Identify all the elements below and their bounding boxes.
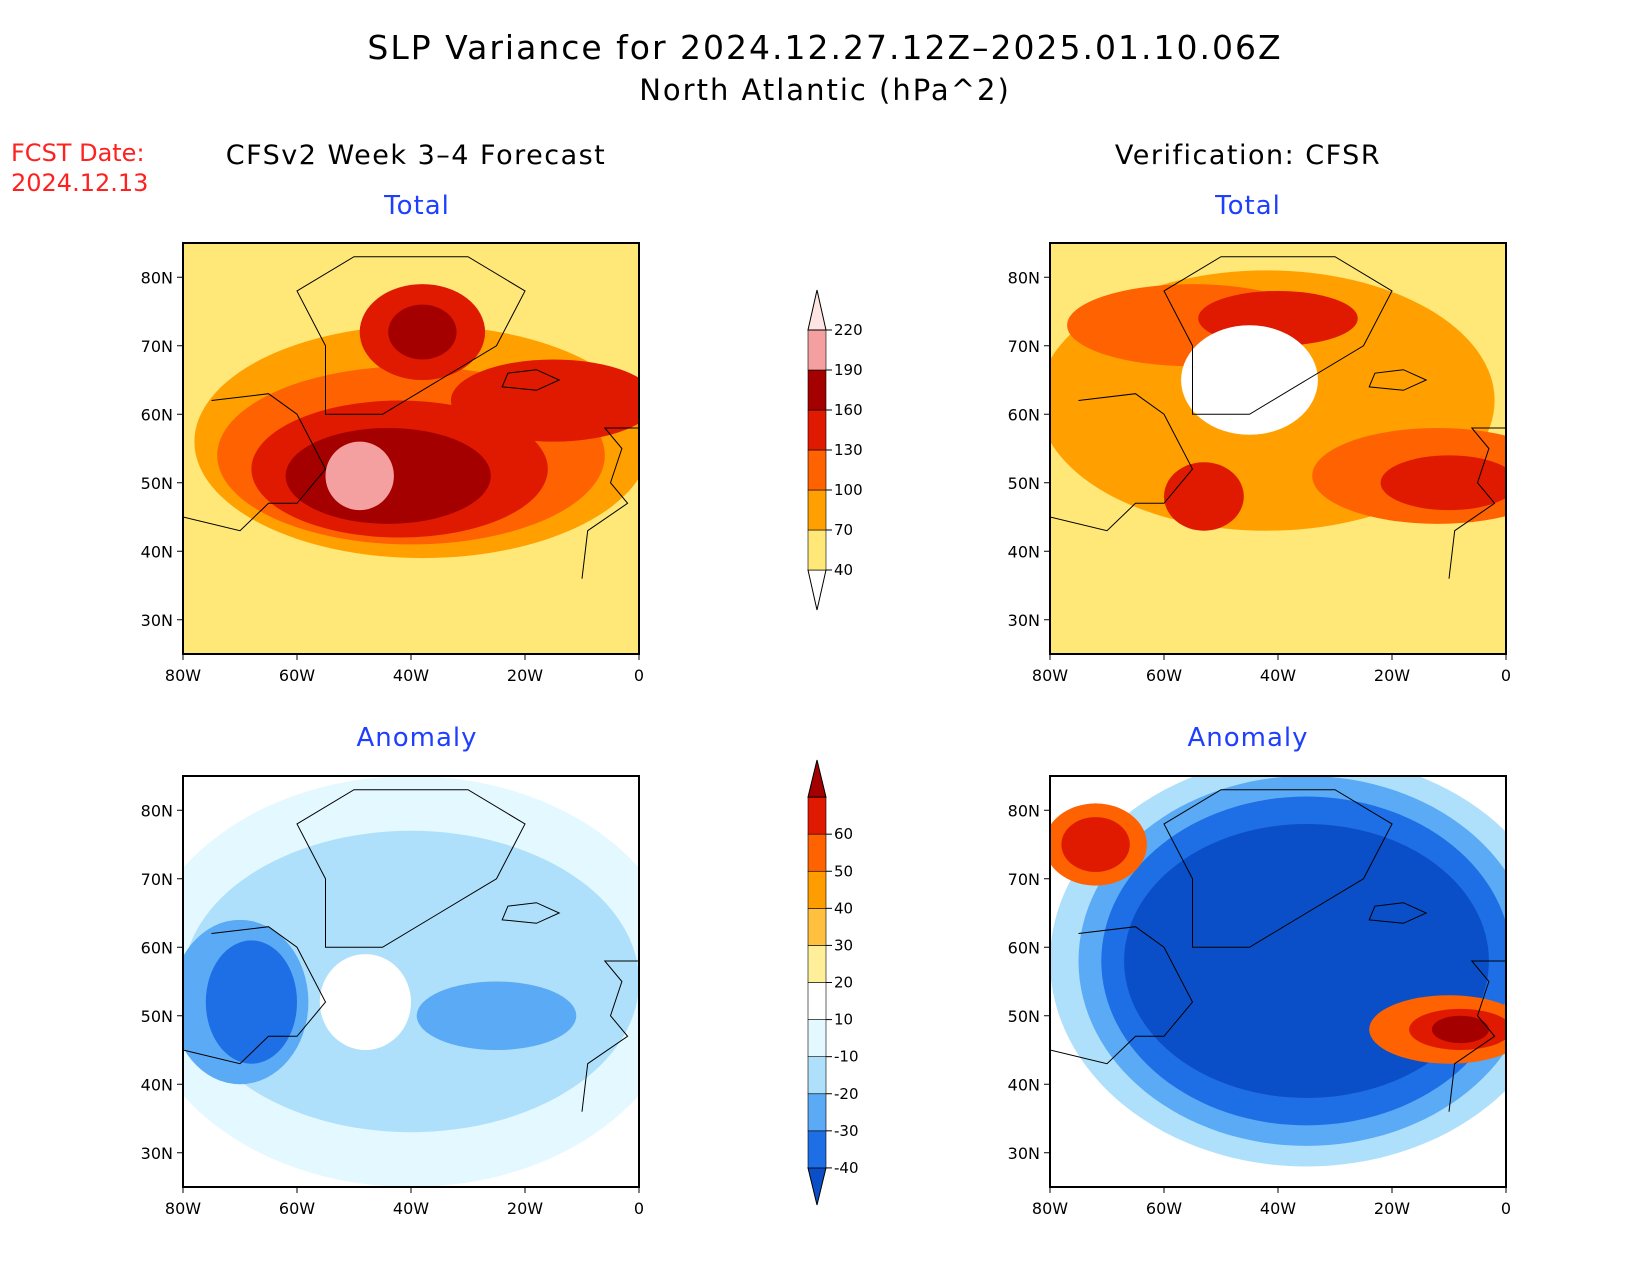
x-tick-label: 0	[634, 666, 644, 685]
fcst-date-value: 2024.12.13	[11, 169, 149, 197]
x-tick-label: 80W	[165, 666, 201, 685]
europe-coastline	[1448, 960, 1506, 1112]
y-tick-label: 80N	[1008, 268, 1040, 287]
map-panel-verification-anomaly: 80W 60W 40W 20W 0 30N 40N 50N 60N 70N 80N	[1008, 775, 1511, 1218]
y-tick-label: 70N	[141, 337, 173, 356]
field-contour	[1061, 817, 1130, 872]
panel-title-forecast-anomaly: Anomaly	[356, 723, 478, 753]
x-tick-label: 60W	[279, 1199, 315, 1218]
y-tick-label: 40N	[141, 1075, 173, 1094]
iceland-outline	[1368, 369, 1428, 391]
x-tick-label: 40W	[393, 666, 429, 685]
x-tick-label: 0	[1501, 666, 1511, 685]
x-tick-label: 40W	[1260, 666, 1296, 685]
field-contour	[183, 830, 639, 1133]
europe-coastline	[581, 960, 639, 1112]
y-tick-label: 50N	[141, 474, 173, 493]
field-contour	[325, 441, 394, 511]
x-tick-label: 0	[1501, 1199, 1511, 1218]
x-tick-label: 20W	[507, 1199, 543, 1218]
y-tick-label: 30N	[1008, 611, 1040, 630]
x-tick-label: 60W	[1146, 1199, 1182, 1218]
field-contour	[1181, 325, 1318, 435]
iceland-outline	[501, 902, 561, 924]
x-tick-label: 60W	[279, 666, 315, 685]
x-tick-label: 20W	[1374, 1199, 1410, 1218]
map-panel-forecast-anomaly: 80W 60W 40W 20W 0 30N 40N 50N 60N 70N 80N	[141, 775, 644, 1218]
field-contour	[205, 940, 297, 1064]
fcst-date: FCST Date: 2024.12.13	[11, 138, 148, 198]
x-tick-label: 40W	[1260, 1199, 1296, 1218]
panel-title-verification-anomaly: Anomaly	[1187, 723, 1309, 753]
x-tick-label: 20W	[507, 666, 543, 685]
field-contour	[388, 304, 457, 360]
y-tick-label: 80N	[1008, 801, 1040, 820]
y-tick-label: 30N	[141, 611, 173, 630]
x-tick-label: 80W	[1032, 666, 1068, 685]
greenland-outline	[296, 789, 526, 948]
y-tick-label: 40N	[141, 542, 173, 561]
europe-coastline	[1448, 427, 1506, 579]
coastline	[183, 393, 327, 532]
y-tick-label: 50N	[1008, 1007, 1040, 1026]
panel-title-forecast-total: Total	[384, 191, 450, 221]
field-contour	[1380, 455, 1506, 511]
x-tick-label: 0	[634, 1199, 644, 1218]
x-tick-label: 60W	[1146, 666, 1182, 685]
iceland-outline	[501, 369, 561, 391]
iceland-outline	[1368, 902, 1428, 924]
coastline	[1050, 926, 1194, 1065]
y-tick-label: 60N	[1008, 405, 1040, 424]
y-tick-label: 60N	[141, 938, 173, 957]
y-tick-label: 40N	[1008, 542, 1040, 561]
verification-column-title: Verification: CFSR	[1114, 140, 1382, 171]
y-tick-label: 30N	[1008, 1144, 1040, 1163]
greenland-outline	[296, 256, 526, 415]
map-panel-verification-total: 80W 60W 40W 20W 0 30N 40N 50N 60N 70N 80N	[1008, 242, 1511, 685]
fcst-date-label: FCST Date:	[11, 139, 145, 167]
coastline	[183, 926, 327, 1065]
y-tick-label: 40N	[1008, 1075, 1040, 1094]
x-tick-label: 40W	[393, 1199, 429, 1218]
greenland-outline	[1163, 256, 1393, 415]
forecast-column-title: CFSv2 Week 3–4 Forecast	[225, 140, 607, 171]
y-tick-label: 80N	[141, 268, 173, 287]
field-contour	[1431, 1015, 1489, 1044]
y-tick-label: 30N	[141, 1144, 173, 1163]
greenland-outline	[1163, 789, 1393, 948]
y-tick-label: 50N	[1008, 474, 1040, 493]
coastline	[1050, 393, 1194, 532]
y-tick-label: 70N	[141, 870, 173, 889]
x-tick-label: 20W	[1374, 666, 1410, 685]
y-tick-label: 50N	[141, 1007, 173, 1026]
main-title: SLP Variance for 2024.12.27.12Z–2025.01.…	[367, 28, 1283, 67]
europe-coastline	[581, 427, 639, 579]
field-contour	[1164, 462, 1244, 531]
field-contour	[319, 954, 411, 1050]
y-tick-label: 60N	[141, 405, 173, 424]
y-tick-label: 70N	[1008, 337, 1040, 356]
x-tick-label: 80W	[165, 1199, 201, 1218]
field-contour	[416, 981, 577, 1050]
map-panel-forecast-total: 80W 60W 40W 20W 0 30N 40N 50N 60N 70N 80N	[141, 242, 644, 685]
y-tick-label: 70N	[1008, 870, 1040, 889]
y-tick-label: 60N	[1008, 938, 1040, 957]
x-tick-label: 80W	[1032, 1199, 1068, 1218]
main-subtitle: North Atlantic (hPa^2)	[639, 73, 1011, 107]
y-tick-label: 80N	[141, 801, 173, 820]
field-contour	[450, 359, 639, 442]
panel-title-verification-total: Total	[1215, 191, 1281, 221]
